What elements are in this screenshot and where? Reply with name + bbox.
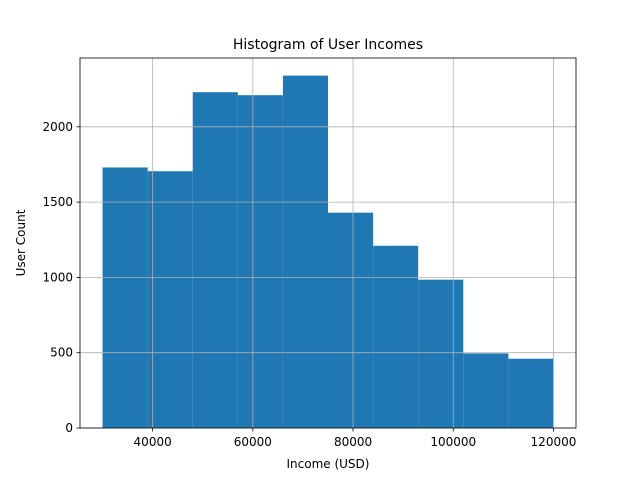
x-tick-label: 80000 [334,435,372,449]
histogram-bar [192,92,238,429]
x-tick-label: 40000 [134,435,172,449]
y-tick-label: 500 [50,346,73,360]
y-tick-label: 1500 [42,195,73,209]
histogram-bar [508,358,554,428]
histogram-bar [418,279,464,428]
histogram-bar [373,245,419,428]
x-axis-label: Income (USD) [287,457,370,471]
histogram-bar [102,167,148,428]
histogram-bar [328,212,374,428]
bars [102,75,554,429]
histogram-bar [463,353,509,428]
x-ticks: 40000 60000 80000 100000 120000 [134,428,577,449]
histogram-bar [282,75,328,428]
chart-title: Histogram of User Incomes [233,37,423,53]
y-tick-label: 2000 [42,120,73,134]
x-tick-label: 60000 [234,435,272,449]
y-tick-label: 0 [65,421,73,435]
axes-frame [79,57,577,429]
histogram-bar [237,95,283,428]
y-tick-label: 1000 [42,270,73,284]
x-tick-label: 100000 [430,435,476,449]
y-axis-label: User Count [14,209,28,276]
x-tick-label: 120000 [531,435,577,449]
histogram-bar [147,171,193,429]
y-ticks: 0 500 1000 1500 2000 [42,120,80,435]
